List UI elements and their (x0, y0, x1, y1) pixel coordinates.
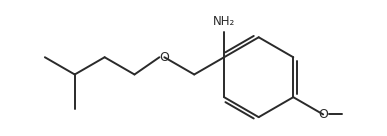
Text: NH₂: NH₂ (213, 15, 235, 28)
Text: O: O (159, 51, 169, 64)
Text: O: O (318, 108, 328, 121)
